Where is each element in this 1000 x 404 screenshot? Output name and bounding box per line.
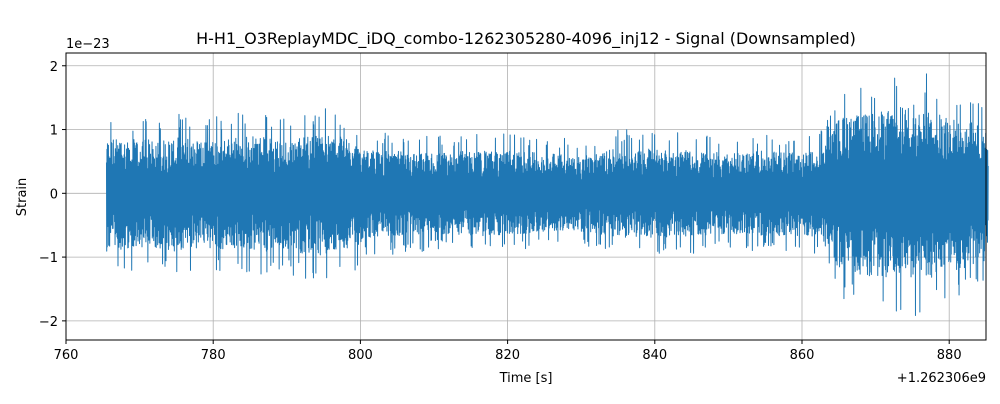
x-tick-label: 820 <box>495 348 520 363</box>
y-tick-label: −1 <box>39 251 58 266</box>
x-tick-label: 800 <box>348 348 373 363</box>
signal-line <box>105 73 989 317</box>
y-tick-label: −2 <box>39 315 58 330</box>
x-axis-label: Time [s] <box>499 371 553 386</box>
y-tick-label: 2 <box>50 60 58 75</box>
y-axis: −2 −1 0 1 2 <box>39 60 66 330</box>
x-offset-label: +1.262306e9 <box>897 371 986 386</box>
y-tick-label: 0 <box>50 187 58 202</box>
x-tick-label: 840 <box>642 348 667 363</box>
x-tick-label: 880 <box>937 348 962 363</box>
y-scale-label: 1e−23 <box>66 37 110 52</box>
x-tick-label: 780 <box>201 348 226 363</box>
chart-title: H-H1_O3ReplayMDC_iDQ_combo-1262305280-40… <box>196 29 856 49</box>
x-tick-label: 760 <box>54 348 79 363</box>
y-axis-label: Strain <box>15 178 30 217</box>
x-tick-label: 860 <box>790 348 815 363</box>
y-tick-label: 1 <box>50 124 58 139</box>
signal-series <box>105 73 989 317</box>
plot-frame <box>65 52 987 341</box>
x-axis: 760 780 800 820 840 860 880 <box>54 340 962 363</box>
